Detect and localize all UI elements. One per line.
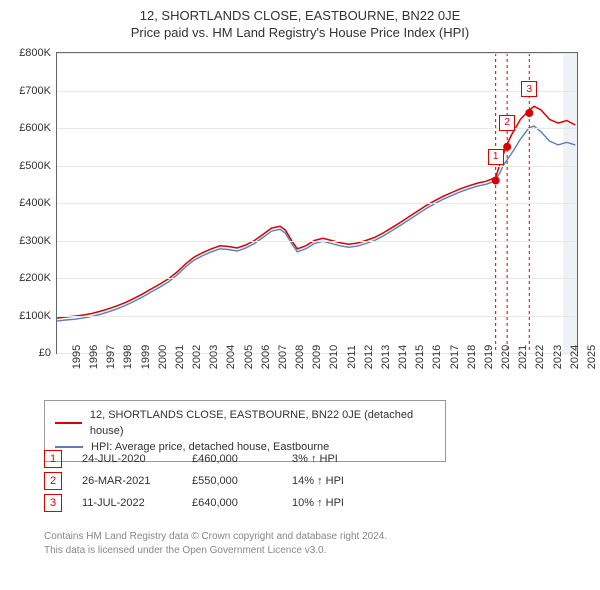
gridline (57, 166, 577, 167)
sale-date: 26-MAR-2021 (82, 475, 192, 487)
y-tick-label: £200K (19, 272, 51, 284)
y-tick-label: £300K (19, 235, 51, 247)
sale-price: £460,000 (192, 453, 292, 465)
chart-plot-area: £0£100K£200K£300K£400K£500K£600K£700K£80… (56, 52, 578, 354)
sale-vs-hpi: 14% ↑ HPI (292, 475, 402, 487)
sales-table-row: 3 11-JUL-2022£640,00010% ↑ HPI (44, 492, 402, 514)
y-tick-label: £800K (19, 47, 51, 59)
legend-swatch (55, 422, 82, 424)
y-tick-label: £600K (19, 122, 51, 134)
sale-marker-3: 3 (521, 81, 537, 97)
footnote-line2: This data is licensed under the Open Gov… (44, 544, 387, 558)
gridline (57, 53, 577, 54)
gridline (57, 91, 577, 92)
sales-table-row: 2 26-MAR-2021£550,00014% ↑ HPI (44, 470, 402, 492)
sale-index-box: 1 (44, 450, 62, 468)
sale-price: £550,000 (192, 475, 292, 487)
sale-marker-1: 1 (488, 149, 504, 165)
sale-index-box: 3 (44, 494, 62, 512)
sale-marker-2: 2 (499, 115, 515, 131)
gridline (57, 203, 577, 204)
x-tick-label: 2025 (572, 345, 598, 369)
sale-date: 11-JUL-2022 (82, 497, 192, 509)
chart-title: 12, SHORTLANDS CLOSE, EASTBOURNE, BN22 0… (0, 0, 600, 23)
sale-vs-hpi: 3% ↑ HPI (292, 453, 402, 465)
sale-vs-hpi: 10% ↑ HPI (292, 497, 402, 509)
chart-subtitle: Price paid vs. HM Land Registry's House … (0, 23, 600, 46)
y-tick-label: £100K (19, 310, 51, 322)
y-tick-label: £700K (19, 85, 51, 97)
sale-index-box: 2 (44, 472, 62, 490)
footnote-line1: Contains HM Land Registry data © Crown c… (44, 530, 387, 544)
gridline (57, 278, 577, 279)
sales-table-row: 1 24-JUL-2020£460,0003% ↑ HPI (44, 448, 402, 470)
sales-table: 1 24-JUL-2020£460,0003% ↑ HPI 2 26-MAR-2021… (44, 448, 402, 514)
y-tick-label: £0 (39, 347, 51, 359)
gridline (57, 316, 577, 317)
gridline (57, 241, 577, 242)
sale-date: 24-JUL-2020 (82, 453, 192, 465)
legend-label: 12, SHORTLANDS CLOSE, EASTBOURNE, BN22 0… (90, 407, 435, 439)
footnote: Contains HM Land Registry data © Crown c… (44, 530, 387, 557)
sale-price: £640,000 (192, 497, 292, 509)
y-tick-label: £500K (19, 160, 51, 172)
legend-item: 12, SHORTLANDS CLOSE, EASTBOURNE, BN22 0… (55, 407, 435, 439)
y-tick-label: £400K (19, 197, 51, 209)
